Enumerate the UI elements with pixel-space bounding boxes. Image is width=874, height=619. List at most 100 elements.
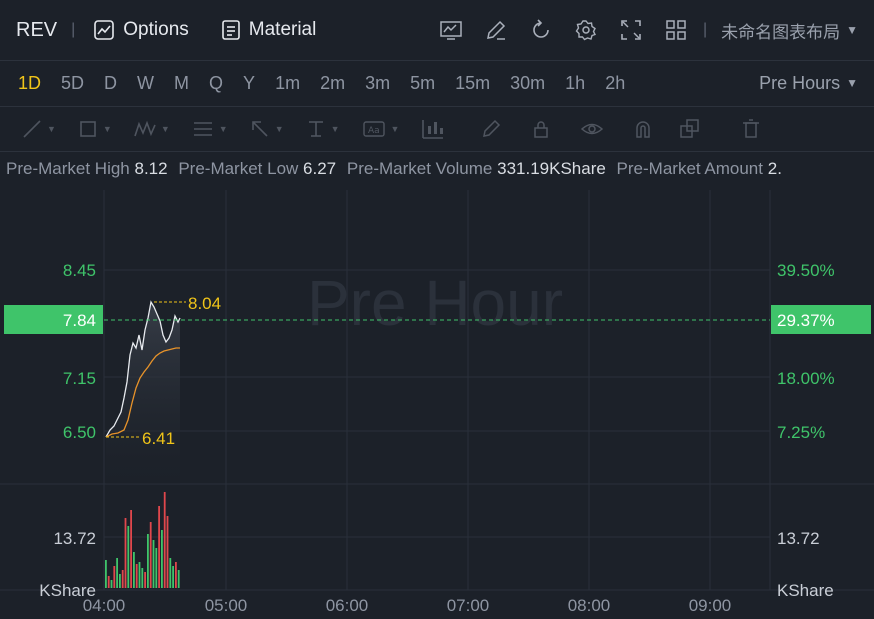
lock-icon[interactable] — [531, 119, 551, 139]
copy-icon[interactable] — [679, 118, 701, 140]
material-button[interactable]: Material — [221, 19, 317, 41]
pen-tool-icon[interactable] — [481, 119, 501, 139]
grid-layout-icon[interactable] — [665, 19, 687, 41]
top-toolbar: REV | Options Material | 未命名图表布局 ▼ — [0, 0, 874, 61]
period-bar: 1D 5D D W M Q Y 1m 2m 3m 5m 15m 30m 1h 2… — [0, 60, 874, 107]
settings-gear-icon[interactable] — [575, 19, 597, 41]
toolbar-icons: | 未命名图表布局 ▼ — [417, 0, 874, 60]
material-label: Material — [248, 19, 317, 40]
current-price-badge — [4, 305, 103, 334]
premarket-volume-label: Pre-Market Volume — [346, 159, 493, 178]
volume-unit-left: KShare — [39, 581, 96, 600]
ticker-symbol[interactable]: REV — [16, 18, 58, 41]
time-tick-0400: 04:00 — [83, 596, 126, 615]
premarket-stats: Pre-Market High 8.12 Pre-Market Low 6.27… — [6, 159, 788, 179]
price-line — [105, 300, 181, 438]
volume-bars — [105, 492, 180, 588]
volume-bar — [158, 506, 160, 588]
time-tick-0900: 09:00 — [689, 596, 732, 615]
wave-tool-icon[interactable]: ▼ — [134, 119, 170, 139]
volume-bar — [135, 564, 138, 588]
time-tick-0800: 08:00 — [568, 596, 611, 615]
period-d[interactable]: D — [104, 72, 118, 93]
time-tick-0700: 07:00 — [447, 596, 490, 615]
drawing-toolbar: ▼ ▼ ▼ ▼ ▼ ▼ Aa ▼ — [0, 107, 874, 152]
period-1m[interactable]: 1m — [275, 72, 301, 93]
premarket-low-label: Pre-Market Low — [178, 159, 299, 178]
fullscreen-icon[interactable] — [620, 19, 642, 41]
volume-bar — [149, 522, 152, 588]
measure-tool-icon[interactable]: ▼ — [308, 121, 340, 137]
volume-bar — [152, 540, 155, 588]
period-15m[interactable]: 15m — [455, 72, 491, 93]
volume-bar — [127, 526, 130, 588]
price-area — [106, 302, 180, 484]
volume-tick-left: 13.72 — [53, 529, 96, 548]
volume-bar — [107, 576, 110, 588]
separator: | — [71, 21, 76, 38]
volume-bar — [177, 570, 180, 588]
volume-bar — [138, 562, 141, 588]
period-m[interactable]: M — [174, 72, 190, 93]
current-price-label: 7.84 — [63, 311, 96, 330]
session-selector[interactable]: Pre Hours ▼ — [759, 73, 858, 94]
period-q[interactable]: Q — [209, 72, 224, 93]
current-pct-badge — [771, 305, 871, 334]
period-y[interactable]: Y — [243, 72, 256, 93]
fibonacci-tool-icon[interactable]: ▼ — [193, 122, 228, 136]
avg-price-line — [105, 347, 180, 438]
indicator-icon[interactable] — [440, 19, 462, 41]
volume-bar — [147, 534, 149, 588]
price-chart[interactable]: Pre Hour 8.45 7.15 6.50 39.50% 18.00% 7.… — [0, 190, 874, 619]
rectangle-tool-icon[interactable]: ▼ — [78, 119, 112, 139]
period-w[interactable]: W — [137, 72, 155, 93]
volume-tick-right: 13.72 — [777, 529, 820, 548]
options-chart-icon — [94, 20, 115, 40]
volume-bar — [105, 560, 107, 588]
magnet-icon[interactable] — [633, 119, 653, 139]
svg-text:Aa: Aa — [368, 126, 380, 136]
period-3m[interactable]: 3m — [365, 72, 391, 93]
period-1d[interactable]: 1D — [18, 72, 42, 93]
text-tool-icon[interactable]: Aa ▼ — [362, 119, 399, 139]
caret-down-icon: ▼ — [846, 76, 858, 90]
volume-bar — [172, 566, 174, 588]
separator-right: | — [702, 21, 708, 38]
low-marker: 6.41 — [142, 429, 175, 448]
period-2h[interactable]: 2h — [605, 72, 626, 93]
current-pct-label: 29.37% — [777, 311, 835, 330]
volume-bar — [175, 562, 177, 588]
draw-edit-icon[interactable] — [485, 19, 507, 41]
eye-icon[interactable] — [581, 119, 604, 139]
volume-bar — [163, 492, 166, 588]
volume-bar — [113, 566, 116, 588]
options-button[interactable]: Options — [93, 19, 189, 41]
options-label: Options — [123, 19, 189, 40]
period-30m[interactable]: 30m — [510, 72, 546, 93]
watermark: Pre Hour — [307, 267, 563, 339]
caret-down-icon: ▼ — [846, 23, 858, 37]
refresh-icon[interactable] — [530, 19, 552, 41]
volume-bar — [166, 516, 169, 588]
layout-selector[interactable]: 未命名图表布局 ▼ — [721, 18, 858, 43]
period-5d[interactable]: 5D — [61, 72, 85, 93]
arrow-tool-icon[interactable]: ▼ — [250, 119, 284, 139]
pct-tick-39-50: 39.50% — [777, 261, 835, 280]
line-tool-icon[interactable]: ▼ — [22, 119, 56, 139]
premarket-high-value: 8.12 — [134, 159, 168, 178]
volume-bar — [121, 570, 124, 588]
volume-bar — [144, 572, 146, 588]
volume-unit-right: KShare — [777, 581, 834, 600]
volume-bar — [116, 558, 118, 588]
period-1h[interactable]: 1h — [565, 72, 586, 93]
volume-bar — [130, 510, 132, 588]
volume-bar — [161, 530, 163, 588]
trash-icon[interactable] — [741, 119, 761, 139]
period-2m[interactable]: 2m — [320, 72, 346, 93]
candle-tool-icon[interactable] — [421, 118, 445, 140]
volume-bar — [124, 518, 127, 588]
period-5m[interactable]: 5m — [410, 72, 436, 93]
volume-bar — [155, 548, 158, 588]
premarket-amount-value: 2. — [767, 159, 782, 178]
layout-name-label: 未命名图表布局 — [721, 22, 841, 42]
